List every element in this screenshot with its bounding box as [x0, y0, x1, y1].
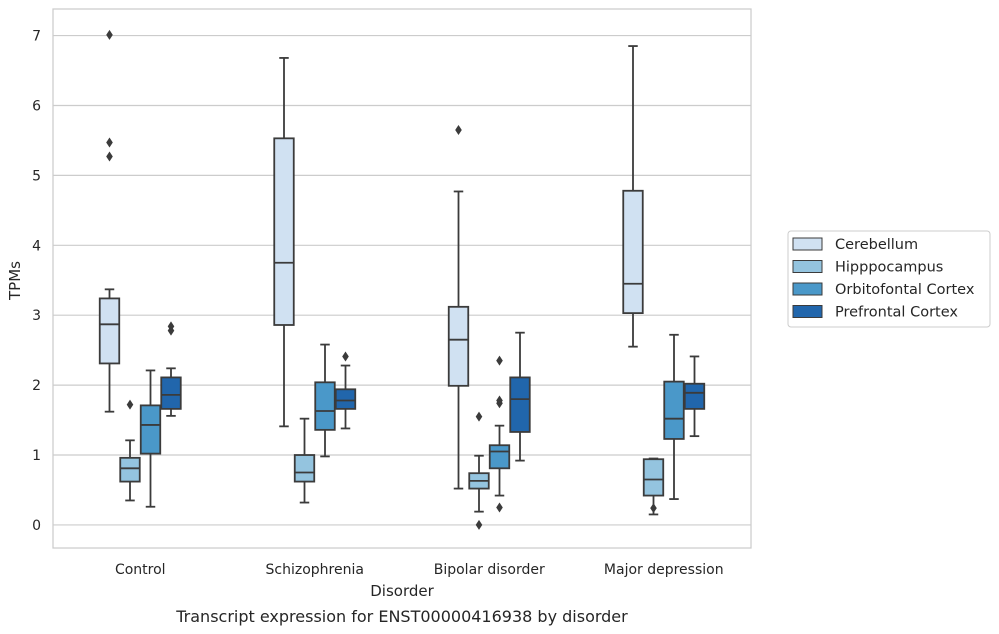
outlier-marker: [650, 503, 657, 514]
box-body: [683, 382, 706, 410]
box-orbitofontal-cortex: [663, 333, 685, 500]
outlier-marker: [496, 395, 503, 406]
legend-label: Prefrontal Cortex: [835, 305, 958, 321]
y-tick-label: 0: [32, 518, 41, 534]
legend-label: Cerebellum: [835, 237, 918, 253]
outlier-marker: [106, 151, 113, 162]
box-body: [663, 380, 685, 440]
box-body: [98, 297, 121, 365]
legend-item: Prefrontal Cortex: [792, 305, 958, 321]
outlier-marker: [455, 124, 462, 135]
x-tick-label: Schizophrenia: [266, 562, 364, 578]
legend-swatch: [792, 237, 823, 251]
outlier-marker: [106, 137, 113, 148]
outlier-marker: [342, 351, 349, 362]
box-cerebellum: [622, 45, 644, 348]
outlier-marker: [496, 355, 503, 366]
y-axis-label: TPMs: [6, 261, 24, 301]
box-prefrontal-cortex: [509, 331, 531, 462]
y-tick-label: 6: [32, 98, 41, 114]
outlier-marker: [475, 519, 483, 530]
y-tick-label: 7: [32, 29, 41, 45]
legend: Cerebellum Hipppocampus Orbitofontal Corte…: [787, 230, 991, 328]
y-tick-label: 5: [32, 168, 41, 184]
box-orbitofontal-cortex: [314, 343, 336, 458]
x-tick-label: Major depression: [604, 562, 724, 578]
legend-item: Hipppocampus: [792, 260, 943, 276]
x-tick-label: Bipolar disorder: [434, 562, 545, 578]
box-hipppocampus: [468, 411, 490, 530]
box-hipppocampus: [642, 457, 665, 516]
x-tick-label: Control: [115, 562, 166, 578]
box-prefrontal-cortex: [683, 355, 706, 438]
box-cerebellum: [98, 29, 121, 413]
box-orbitofontal-cortex: [488, 355, 511, 513]
box-body: [160, 376, 182, 410]
box-cerebellum: [447, 124, 470, 490]
box-hipppocampus: [119, 399, 141, 502]
box-cerebellum: [273, 57, 295, 428]
x-axis-ticks: Control Schizophrenia Bipolar disorder Majo…: [115, 562, 724, 578]
legend-label: Orbitofontal Cortex: [835, 282, 975, 298]
box-body: [293, 454, 316, 483]
y-tick-label: 3: [32, 308, 41, 324]
outlier-marker: [126, 399, 134, 410]
outlier-marker: [475, 411, 483, 422]
box-body: [119, 456, 141, 483]
box-prefrontal-cortex: [160, 321, 182, 417]
box-body: [314, 381, 336, 431]
legend-swatch: [792, 260, 823, 273]
legend-swatch: [792, 305, 823, 318]
outlier-marker: [167, 321, 175, 332]
box-hipppocampus: [293, 417, 316, 504]
box-body: [273, 137, 295, 326]
box-body: [622, 189, 644, 315]
outlier-marker: [106, 29, 113, 40]
box-body: [509, 376, 531, 433]
box-body: [334, 388, 357, 410]
legend-swatch: [792, 282, 823, 296]
box-body: [447, 305, 470, 387]
outlier-marker: [496, 502, 503, 513]
x-axis-label: Disorder: [370, 582, 434, 600]
legend-item: Orbitofontal Cortex: [792, 282, 975, 298]
box-body: [139, 404, 162, 455]
legend-frame: [787, 230, 991, 328]
box-body: [642, 458, 665, 497]
box-plot-area: [98, 29, 706, 530]
y-tick-label: 1: [32, 448, 41, 464]
box-body: [488, 444, 511, 470]
legend-label: Hipppocampus: [835, 260, 943, 276]
box-prefrontal-cortex: [334, 351, 357, 430]
box-orbitofontal-cortex: [139, 369, 162, 508]
plot-frame: [52, 8, 752, 549]
y-tick-label: 4: [32, 238, 41, 254]
y-axis-ticks: 0 1 2 3 4 5 6 7: [32, 29, 41, 534]
legend-item: Cerebellum: [792, 237, 918, 253]
y-tick-label: 2: [32, 378, 41, 394]
chart-caption: Transcript expression for ENST0000041693…: [175, 607, 628, 626]
